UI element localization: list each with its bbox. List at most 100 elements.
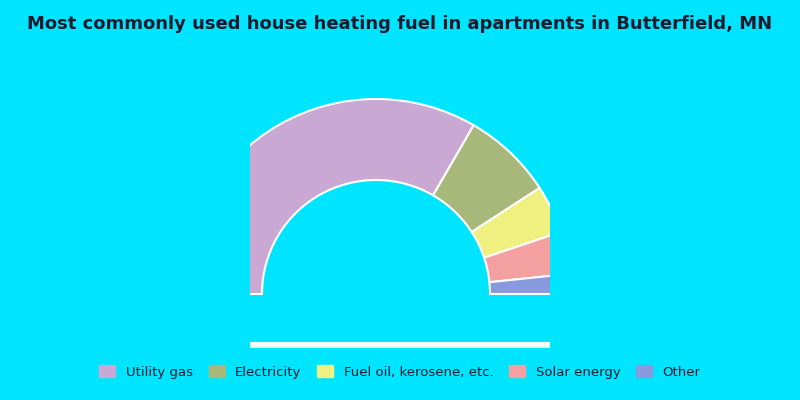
Bar <box>250 342 550 345</box>
Wedge shape <box>472 188 561 258</box>
Bar <box>250 343 550 346</box>
Bar <box>250 343 550 346</box>
Bar <box>250 343 550 346</box>
Bar <box>250 345 550 348</box>
Bar <box>250 343 550 346</box>
Bar <box>250 344 550 346</box>
Bar <box>250 344 550 347</box>
Bar <box>250 343 550 346</box>
Bar <box>250 344 550 347</box>
Bar <box>250 344 550 347</box>
Bar <box>250 342 550 345</box>
Bar <box>250 343 550 346</box>
Text: Most commonly used house heating fuel in apartments in Butterfield, MN: Most commonly used house heating fuel in… <box>27 15 773 33</box>
Bar <box>250 343 550 346</box>
Bar <box>250 344 550 347</box>
Bar <box>250 344 550 347</box>
Bar <box>250 344 550 347</box>
Bar <box>250 344 550 347</box>
Bar <box>250 344 550 347</box>
Bar <box>250 343 550 346</box>
Bar <box>250 343 550 346</box>
Bar <box>250 344 550 346</box>
Bar <box>250 345 550 348</box>
Bar <box>250 343 550 346</box>
Bar <box>250 344 550 348</box>
Bar <box>250 343 550 346</box>
Bar <box>250 344 550 347</box>
Bar <box>250 345 550 348</box>
Bar <box>250 344 550 347</box>
Bar <box>250 344 550 348</box>
Bar <box>250 344 550 348</box>
Bar <box>250 342 550 346</box>
Bar <box>250 343 550 346</box>
Bar <box>250 345 550 348</box>
Bar <box>250 342 550 345</box>
Bar <box>250 344 550 347</box>
Bar <box>250 343 550 346</box>
Bar <box>250 344 550 347</box>
Bar <box>250 344 550 347</box>
Bar <box>250 343 550 346</box>
Bar <box>250 342 550 345</box>
Bar <box>250 344 550 347</box>
Bar <box>250 342 550 345</box>
Bar <box>250 343 550 346</box>
Bar <box>250 342 550 345</box>
Bar <box>250 344 550 347</box>
Bar <box>250 343 550 346</box>
Wedge shape <box>181 99 474 294</box>
Bar <box>250 344 550 348</box>
Bar <box>250 343 550 346</box>
Bar <box>250 345 550 348</box>
Bar <box>250 344 550 347</box>
Bar <box>250 343 550 346</box>
Bar <box>250 342 550 346</box>
Bar <box>250 342 550 345</box>
Bar <box>250 342 550 346</box>
Bar <box>250 343 550 346</box>
Bar <box>250 342 550 346</box>
Bar <box>250 345 550 348</box>
Bar <box>250 344 550 346</box>
Bar <box>250 343 550 346</box>
Bar <box>250 345 550 348</box>
Bar <box>250 344 550 348</box>
Bar <box>250 342 550 345</box>
Bar <box>250 344 550 347</box>
Bar <box>250 344 550 346</box>
Bar <box>250 345 550 348</box>
Bar <box>250 344 550 347</box>
Bar <box>250 344 550 347</box>
Bar <box>250 344 550 346</box>
Bar <box>250 342 550 345</box>
Bar <box>250 345 550 348</box>
Bar <box>250 344 550 348</box>
Bar <box>250 342 550 346</box>
Bar <box>250 344 550 346</box>
Bar <box>250 343 550 346</box>
Wedge shape <box>490 274 571 294</box>
Bar <box>250 343 550 346</box>
Bar <box>250 344 550 347</box>
Bar <box>250 343 550 346</box>
Bar <box>250 344 550 347</box>
Bar <box>250 343 550 346</box>
Bar <box>250 344 550 347</box>
Bar <box>250 344 550 347</box>
Bar <box>250 345 550 348</box>
Bar <box>250 342 550 345</box>
Legend: Utility gas, Electricity, Fuel oil, kerosene, etc., Solar energy, Other: Utility gas, Electricity, Fuel oil, kero… <box>94 360 706 384</box>
Bar <box>250 345 550 348</box>
Bar <box>250 343 550 346</box>
Bar <box>250 343 550 346</box>
Wedge shape <box>433 125 540 232</box>
Bar <box>250 344 550 347</box>
Wedge shape <box>484 232 570 282</box>
Bar <box>250 342 550 346</box>
Bar <box>250 342 550 345</box>
Bar <box>250 345 550 348</box>
Bar <box>250 345 550 348</box>
Bar <box>250 344 550 346</box>
